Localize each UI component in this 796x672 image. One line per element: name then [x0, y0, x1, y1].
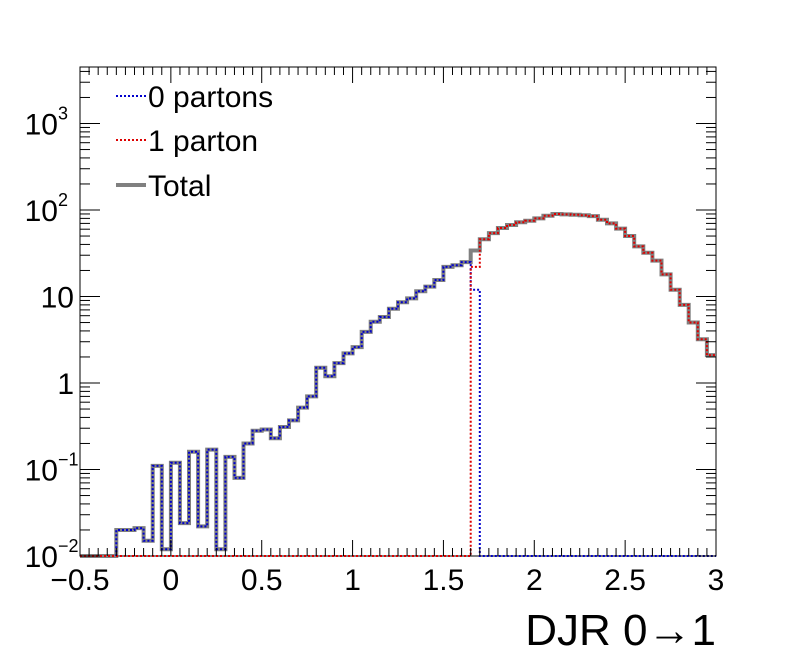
- y-tick-label: 10 2: [25, 190, 68, 228]
- y-tick-label-base: 1: [57, 368, 74, 401]
- y-tick-label: 10 3: [25, 104, 68, 142]
- y-tick-label-exponent: 3: [58, 104, 68, 124]
- x-axis-label: DJR 0→1: [525, 606, 716, 655]
- legend-entry: 1 parton: [116, 125, 258, 158]
- legend-entry: 0 partons: [116, 81, 273, 114]
- x-tick-label: 0: [163, 564, 180, 597]
- y-tick-label-exponent: −2: [58, 536, 79, 556]
- y-tick-label: 1: [57, 368, 74, 401]
- y-tick-label-base: 10: [41, 282, 74, 315]
- legend-entry: Total: [116, 170, 211, 203]
- series-line-1-parton: [80, 213, 716, 557]
- legend: 0 partons 1 parton Total: [116, 81, 273, 203]
- legend-label: 1 parton: [148, 125, 258, 158]
- y-tick-label-exponent: −1: [58, 450, 79, 470]
- y-tick-label-base: 10: [25, 109, 58, 142]
- x-tick-label: 1: [344, 564, 361, 597]
- y-tick-label-exponent: 2: [58, 190, 68, 210]
- x-tick-label: 3: [708, 564, 725, 597]
- x-tick-label: 2: [526, 564, 543, 597]
- y-tick-label-base: 10: [25, 541, 58, 574]
- x-tick-label: 0.5: [241, 564, 283, 597]
- series-line-total: [80, 212, 716, 558]
- x-tick-label: −0.5: [50, 564, 109, 597]
- x-tick-label: 2.5: [604, 564, 646, 597]
- series-layer: [80, 212, 716, 558]
- series-line-0-partons: [80, 261, 716, 557]
- legend-label: 0 partons: [148, 81, 273, 114]
- y-tick-label: 10 −1: [25, 450, 79, 488]
- y-tick-label: 10 −2: [25, 536, 79, 574]
- x-tick-label: 1.5: [423, 564, 465, 597]
- y-tick-label-base: 10: [25, 455, 58, 488]
- y-tick-label: 10: [41, 282, 74, 315]
- legend-label: Total: [148, 170, 211, 203]
- y-tick-label-base: 10: [25, 195, 58, 228]
